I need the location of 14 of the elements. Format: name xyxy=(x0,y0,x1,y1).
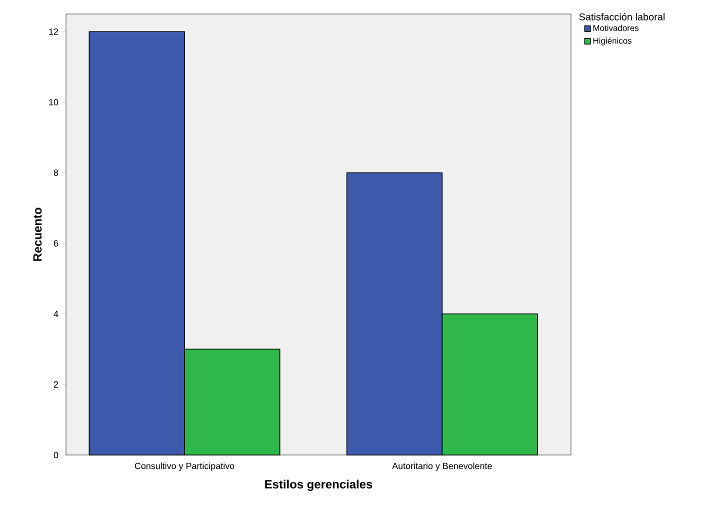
legend-label: Motivadores xyxy=(593,24,639,32)
y-tick-label: 8 xyxy=(54,170,58,176)
x-tick-label: Consultivo y Participativo xyxy=(134,462,234,471)
y-tick-label: 2 xyxy=(54,381,58,388)
y-tick-label: 12 xyxy=(49,28,58,35)
x-tick-label: Autoritario y Benevolente xyxy=(392,462,492,471)
y-tick-label: 10 xyxy=(49,99,58,106)
y-tick-label: 0 xyxy=(54,452,58,458)
x-axis-title: Estilos gerenciales xyxy=(265,480,372,491)
legend-title: Satisfacción laboral xyxy=(579,12,664,20)
y-axis-title: Recuento xyxy=(33,208,42,261)
legend-label: Higiénicos xyxy=(593,37,632,46)
y-tick-label: 6 xyxy=(54,240,58,246)
y-tick-label: 4 xyxy=(54,310,58,317)
